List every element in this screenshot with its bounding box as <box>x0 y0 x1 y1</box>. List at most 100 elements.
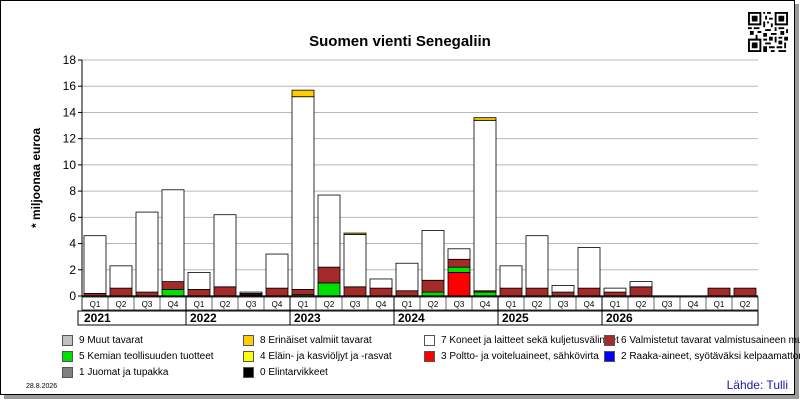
bar-segment <box>421 230 445 281</box>
x-tick-label: Q1 <box>298 300 309 309</box>
legend-label: 2 Raaka-aineet, syötäväksi kelpaamattoma… <box>621 351 800 362</box>
bar-segment <box>239 291 263 294</box>
bar-segment <box>395 262 419 292</box>
bar-segment <box>161 189 185 282</box>
x-tick-label: Q2 <box>116 300 127 309</box>
x-tick-label: Q1 <box>610 300 621 309</box>
bar-segment <box>447 271 471 297</box>
bar-stack <box>473 117 497 297</box>
chart-title: Suomen vienti Senegaliin <box>309 33 491 50</box>
x-tick-label: Q4 <box>480 300 491 309</box>
bar-segment <box>629 286 653 297</box>
bar-stack <box>707 287 731 297</box>
legend-item: 6 Valmistetut tavarat valmistusaineen mu… <box>604 335 800 346</box>
x-tick-label: Q2 <box>220 300 231 309</box>
bar-segment <box>109 287 133 297</box>
bar-segment <box>109 265 133 289</box>
legend-label: 1 Juomat ja tupakka <box>79 367 169 378</box>
y-tick-label: 8 <box>69 184 76 198</box>
x-axis: Q1 Q2 Q3 Q4 Q1 Q2 Q3 Q4 Q1 Q2 Q3 Q4 Q1 Q2 Q3 Q4 Q1 Q2 Q3 Q4… <box>77 295 759 326</box>
year-label: 2026 <box>606 311 633 325</box>
legend-swatch <box>424 351 435 362</box>
year-row <box>77 310 759 326</box>
bar-segment <box>187 289 211 297</box>
x-tick-label: Q3 <box>246 300 257 309</box>
y-tick-label: 2 <box>69 263 76 277</box>
x-tick-label: Q4 <box>584 300 595 309</box>
y-tick-label: 0 <box>69 289 76 303</box>
x-tick-label: Q1 <box>402 300 413 309</box>
x-tick-label: Q1 <box>506 300 517 309</box>
y-tick-label: 12 <box>63 132 77 146</box>
legend-label: 0 Elintarvikkeet <box>260 367 328 378</box>
year-label: 2022 <box>190 311 217 325</box>
bar-stack <box>603 287 627 297</box>
bar-stack <box>343 232 367 297</box>
bar-segment <box>291 289 315 296</box>
bar-segment <box>395 290 419 297</box>
bar-stack <box>629 281 653 297</box>
x-tick-label: Q2 <box>636 300 647 309</box>
bar-segment <box>187 271 211 290</box>
bar-stack <box>525 235 549 297</box>
legend-label: 4 Eläin- ja kasviöljyt ja -rasvat <box>260 351 392 362</box>
legend-item: 8 Erinäiset valmiit tavarat <box>243 335 372 346</box>
x-tick-label: Q4 <box>168 300 179 309</box>
bar-segment <box>291 96 315 290</box>
bar-segment <box>135 211 159 293</box>
bar-segment <box>707 287 731 297</box>
bar-stack <box>265 253 289 297</box>
x-tick-label: Q1 <box>194 300 205 309</box>
bar-segment <box>447 248 471 260</box>
year-label: 2021 <box>84 311 111 325</box>
year-label: 2024 <box>398 311 425 325</box>
legend-item: 0 Elintarvikkeet <box>243 367 328 378</box>
bars <box>83 89 757 297</box>
bar-segment <box>213 214 237 288</box>
bar-segment <box>525 287 549 297</box>
legend-swatch <box>243 335 254 346</box>
bar-segment <box>369 287 393 297</box>
bar-segment <box>213 286 237 297</box>
x-tick-label: Q4 <box>376 300 387 309</box>
bar-segment <box>499 287 523 297</box>
bar-segment <box>473 117 497 121</box>
bar-segment <box>733 287 757 297</box>
y-tick-label: 18 <box>63 53 77 67</box>
bar-segment <box>369 278 393 289</box>
legend-item: 1 Juomat ja tupakka <box>62 367 169 378</box>
y-tick-label: 10 <box>63 158 77 172</box>
bar-segment <box>317 282 341 297</box>
legend-item: 5 Kemian teollisuuden tuotteet <box>62 351 214 362</box>
x-tick-label: Q2 <box>324 300 335 309</box>
year-label: 2025 <box>502 311 529 325</box>
bar-segment <box>551 285 575 293</box>
legend-label: 7 Koneet ja laitteet sekä kuljetusväline… <box>441 335 619 346</box>
x-tick-label: Q3 <box>662 300 673 309</box>
bar-stack <box>733 287 757 297</box>
legend-item: 4 Eläin- ja kasviöljyt ja -rasvat <box>243 351 392 362</box>
date-stamp: 28.8.2026 <box>26 383 58 390</box>
x-tick-label: Q3 <box>142 300 153 309</box>
legend-item: 2 Raaka-aineet, syötäväksi kelpaamattoma… <box>604 351 800 362</box>
bar-segment <box>525 235 549 289</box>
bar-stack <box>109 265 133 297</box>
bar-segment <box>161 281 185 290</box>
qr-code-icon <box>748 12 788 52</box>
y-tick-label: 14 <box>63 105 77 119</box>
legend-label: 9 Muut tavarat <box>79 335 143 346</box>
x-tick-label: Q2 <box>532 300 543 309</box>
legend-swatch <box>243 351 254 362</box>
bar-stack <box>447 248 471 297</box>
bar-segment <box>343 286 367 297</box>
year-label: 2023 <box>294 311 321 325</box>
legend-swatch <box>604 351 615 362</box>
bar-stack <box>551 285 575 297</box>
bar-stack <box>83 235 107 297</box>
legend-swatch <box>243 367 254 378</box>
x-tick-label: Q1 <box>90 300 101 309</box>
bar-segment <box>291 89 315 98</box>
bar-stack <box>317 194 341 297</box>
y-tick-labels: 0 2 4 6 8 10 12 14 16 18 <box>63 53 77 303</box>
